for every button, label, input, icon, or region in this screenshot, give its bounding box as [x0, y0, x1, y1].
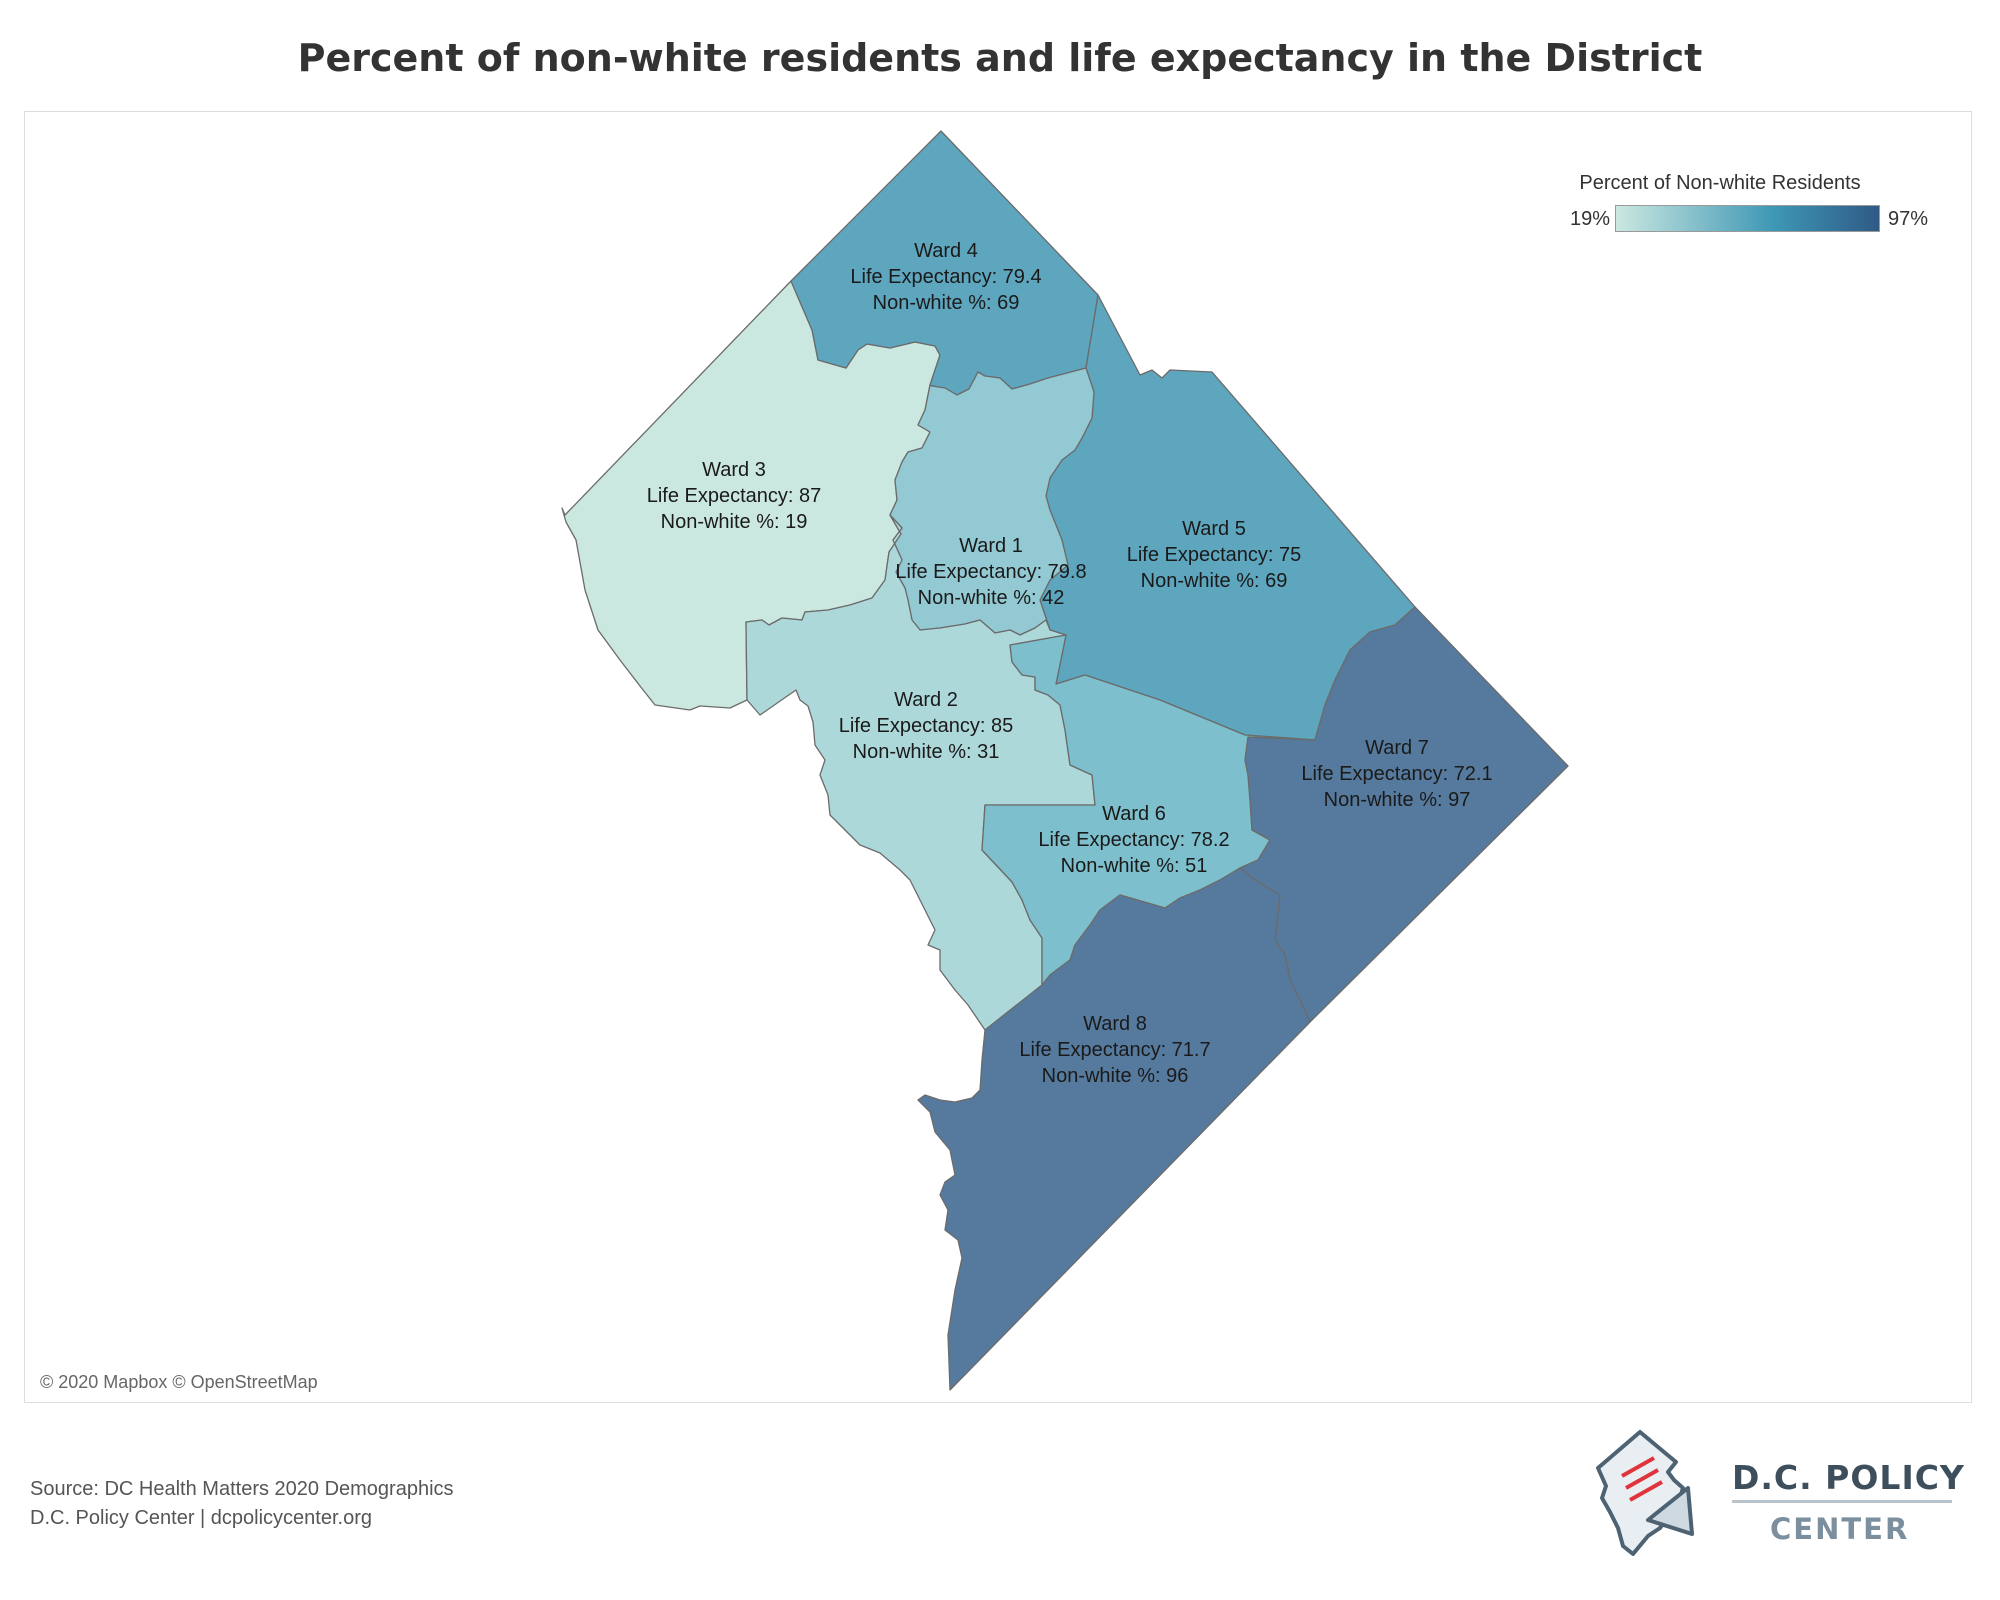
ward-2-label: Ward 2 Life Expectancy: 85 Non-white %: …: [839, 689, 1014, 763]
legend-max-label: 97%: [1888, 208, 1929, 230]
ward-5-label: Ward 5 Life Expectancy: 75 Non-white %: …: [1127, 518, 1302, 592]
ward-5-name: Ward 5: [1182, 518, 1246, 540]
ward-8-label: Ward 8 Life Expectancy: 71.7 Non-white %…: [1019, 1013, 1210, 1087]
map-attribution[interactable]: © 2020 Mapbox © OpenStreetMap: [40, 1372, 318, 1392]
ward-3-nonwhite: Non-white %: 19: [661, 511, 808, 533]
legend-color-ramp: [1615, 205, 1880, 232]
ward-8-life-expectancy: Life Expectancy: 71.7: [1019, 1039, 1210, 1061]
logo-wordmark-top: D.C. POLICY: [1732, 1458, 1965, 1497]
legend-min-label: 19%: [1569, 208, 1610, 230]
ward-5-life-expectancy: Life Expectancy: 75: [1127, 544, 1302, 566]
ward-4-name: Ward 4: [914, 240, 978, 262]
ward-1-nonwhite: Non-white %: 42: [918, 587, 1065, 609]
ward-labels: Ward 4 Life Expectancy: 79.4 Non-white %…: [647, 240, 1493, 1087]
ward-4-area[interactable]: [790, 130, 1099, 396]
ward-8-name: Ward 8: [1083, 1013, 1147, 1035]
legend-title: Percent of Non-white Residents: [1579, 172, 1861, 194]
credit-line: D.C. Policy Center | dcpolicycenter.org: [30, 1507, 373, 1529]
ward-5-nonwhite: Non-white %: 69: [1141, 570, 1288, 592]
ward-2-life-expectancy: Life Expectancy: 85: [839, 715, 1014, 737]
ward-3-label: Ward 3 Life Expectancy: 87 Non-white %: …: [647, 459, 822, 533]
ward-1-label: Ward 1 Life Expectancy: 79.8 Non-white %…: [895, 535, 1086, 609]
ward-4-label: Ward 4 Life Expectancy: 79.4 Non-white %…: [850, 240, 1041, 314]
ward-4-life-expectancy: Life Expectancy: 79.4: [850, 266, 1041, 288]
ward-6-label: Ward 6 Life Expectancy: 78.2 Non-white %…: [1038, 803, 1229, 877]
ward-3-life-expectancy: Life Expectancy: 87: [647, 485, 822, 507]
ward-8-nonwhite: Non-white %: 96: [1042, 1065, 1189, 1087]
ward-1-name: Ward 1: [959, 535, 1023, 557]
ward-1-life-expectancy: Life Expectancy: 79.8: [895, 561, 1086, 583]
ward-7-label: Ward 7 Life Expectancy: 72.1 Non-white %…: [1301, 737, 1492, 811]
ward-7-name: Ward 7: [1365, 737, 1429, 759]
ward-6-nonwhite: Non-white %: 51: [1061, 855, 1208, 877]
ward-6-life-expectancy: Life Expectancy: 78.2: [1038, 829, 1229, 851]
ward-4-nonwhite: Non-white %: 69: [873, 292, 1020, 314]
ward-6-name: Ward 6: [1102, 803, 1166, 825]
ward-2-name: Ward 2: [894, 689, 958, 711]
dc-policy-center-logo-icon: [1596, 1430, 1694, 1556]
ward-8-area[interactable]: [917, 867, 1311, 1391]
map-title: Percent of non-white residents and life …: [297, 36, 1703, 80]
source-line: Source: DC Health Matters 2020 Demograph…: [30, 1478, 454, 1500]
logo-divider: [1732, 1500, 1952, 1503]
logo-wordmark-bottom: CENTER: [1770, 1512, 1910, 1546]
source-note: Source: DC Health Matters 2020 Demograph…: [30, 1475, 454, 1533]
ward-7-life-expectancy: Life Expectancy: 72.1: [1301, 763, 1492, 785]
ward-7-nonwhite: Non-white %: 97: [1324, 789, 1471, 811]
ward-2-nonwhite: Non-white %: 31: [853, 741, 1000, 763]
ward-3-name: Ward 3: [702, 459, 766, 481]
